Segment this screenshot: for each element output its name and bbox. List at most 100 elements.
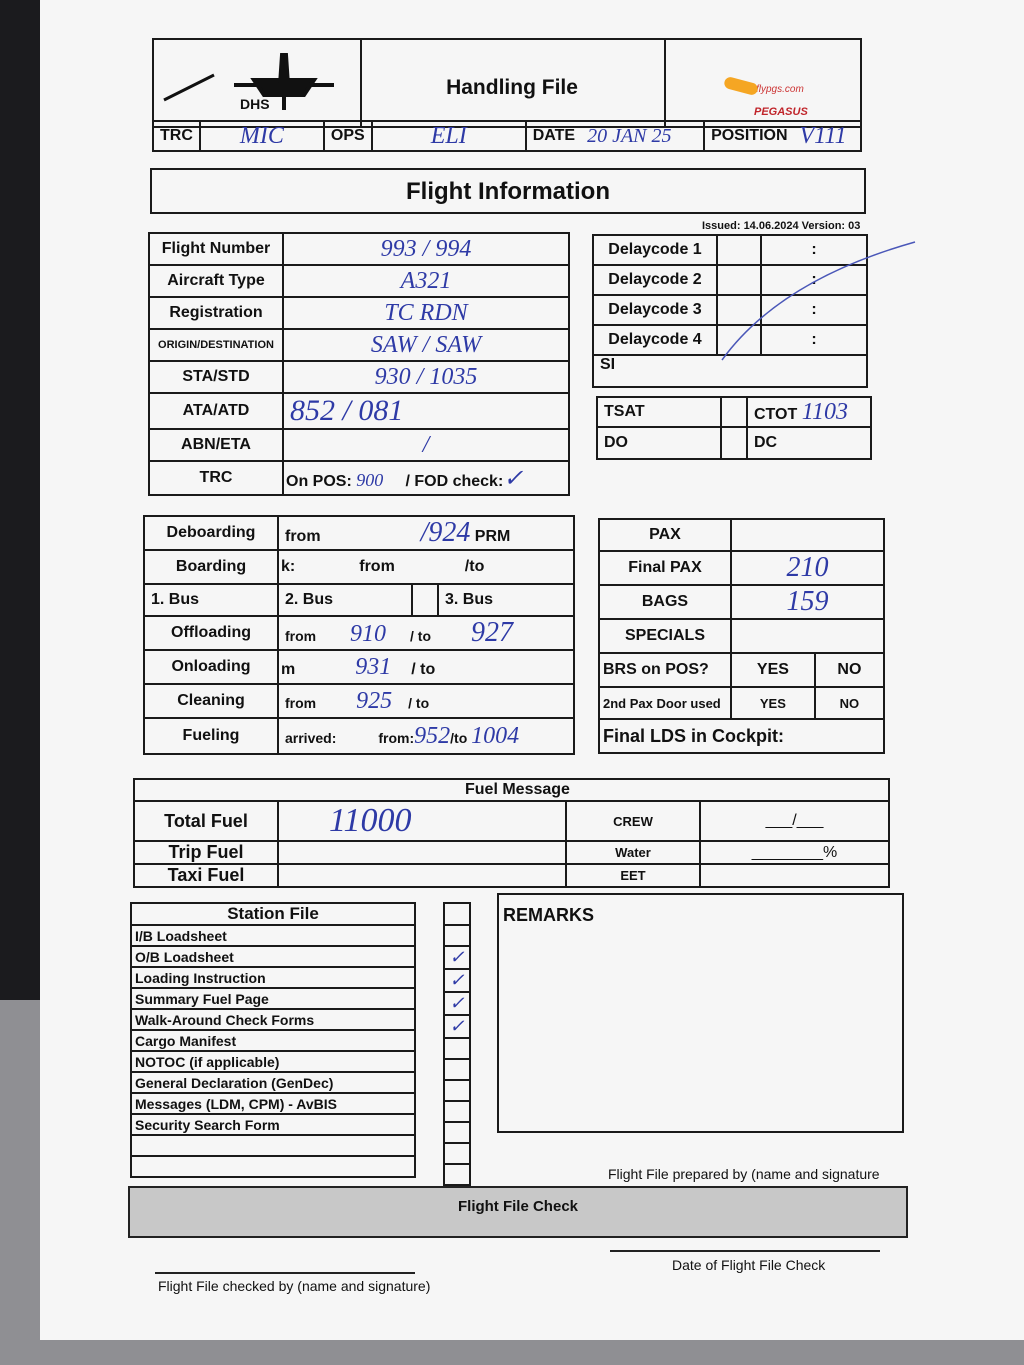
station-item-label: Walk-Around Check Forms [130,1008,416,1031]
trc-value: MIC [198,120,325,152]
delaycode-label: Delaycode 1 [592,234,718,266]
delay-table: Delaycode 1: Delaycode 2: Delaycode 3: D… [592,234,868,388]
dhs-logo: DHS [154,40,362,126]
table-row: Delaycode 1: [592,234,868,266]
checkbox[interactable] [443,1163,471,1186]
station-file-item: Summary Fuel Page [130,987,416,1010]
delay-time: : [760,294,868,326]
row-label: ORIGIN/DESTINATION [148,328,284,362]
station-item-label [130,1155,416,1178]
from-label: from [285,694,317,711]
taxi-fuel-label: Taxi Fuel [133,863,279,888]
ops-label: OPS [322,120,373,152]
bags-value: 159 [730,584,885,620]
delay-time: : [760,234,868,266]
bus3-label: 3. Bus [437,583,575,617]
delaycode-label: Delaycode 2 [592,264,718,296]
flight-file-check-bar: Flight File Check [128,1186,908,1238]
station-file-item [130,1134,416,1157]
checkbox[interactable]: ✓ [443,991,471,1016]
station-item-label: I/B Loadsheet [130,924,416,947]
position-label: POSITION [703,120,794,152]
brs-no[interactable]: NO [813,652,886,688]
arrived-label: arrived: [285,729,337,746]
station-file-item: Cargo Manifest [130,1029,416,1052]
trip-fuel-label: Trip Fuel [133,840,279,865]
checkbox[interactable]: ✓ [443,945,471,970]
checkbox[interactable]: ✓ [443,1014,471,1039]
final-lds-label: Final LDS in Cockpit: [598,718,885,754]
airplane-icon [163,53,334,110]
delaycode-label: Delaycode 4 [592,324,718,356]
brs-yes[interactable]: YES [730,652,816,688]
checkbox[interactable] [443,1058,471,1081]
row-label: ATA/ATD [148,392,284,430]
to-label: / to [411,660,436,678]
ata-atd-value: 852 / 081 [282,392,570,430]
flight-file-check-title: Flight File Check [457,1198,578,1215]
aircraft-type-value: A321 [282,264,570,298]
station-file-item [130,1155,416,1178]
table-row: ATA/ATD 852 / 081 [148,392,570,430]
date-label: DATE [524,120,582,152]
remarks-box[interactable]: REMARKS [497,893,904,1133]
bus1-label: 1. Bus [143,583,279,617]
checkbox[interactable] [443,1121,471,1144]
ctot-label: CTOT [754,405,798,423]
pax-label: PAX [598,518,732,552]
cleaning-label: Cleaning [143,683,279,719]
ctot-value: 1103 [801,398,848,425]
row-label: TRC [148,460,284,496]
station-file-item: Walk-Around Check Forms [130,1008,416,1031]
station-item-label: Messages (LDM, CPM) - AvBIS [130,1092,416,1115]
remarks-label: REMARKS [503,905,595,925]
strike-line [721,241,916,361]
abn-eta-value: / [282,428,570,462]
row-label: Registration [148,296,284,330]
row-label: Flight Number [148,232,284,266]
on-pos-label: On POS: [286,472,352,490]
table-row: Aircraft Type A321 [148,264,570,298]
table-row: TRC On POS: 900 / FOD check:✓ [148,460,570,496]
origin-destination-value: SAW / SAW [282,328,570,362]
checkbox[interactable] [443,1142,471,1165]
station-file-title: Station File [130,902,416,926]
row-label: Aircraft Type [148,264,284,298]
crew-value: ___/___ [699,800,890,842]
tsat-label: TSAT [596,396,722,428]
on-pos-value: 900 [356,469,384,490]
door-yes[interactable]: YES [730,686,816,720]
from-label: from [285,528,321,545]
checkbox[interactable] [443,1037,471,1060]
k-label: k: [281,558,296,575]
date-of-check-label: Date of Flight File Check [672,1257,826,1273]
checkbox[interactable] [443,1079,471,1102]
tsat-table: TSAT CTOT 1103 DO DC [596,396,872,460]
pegasus-logo: flypgs.com PEGASUS [664,40,862,126]
date-value: 20 JAN 25 [581,120,706,152]
door-no[interactable]: NO [813,686,886,720]
station-file-item: I/B Loadsheet [130,924,416,947]
checkbox[interactable] [443,924,471,947]
station-file-table: Station File I/B Loadsheet O/B Loadsheet L… [130,902,416,1178]
station-item-label: Cargo Manifest [130,1029,416,1052]
crew-label: CREW [565,800,701,842]
table-row: Registration TC RDN [148,296,570,330]
ops-value: ELI [370,120,527,152]
checkbox[interactable] [443,1100,471,1123]
station-item-label: NOTOC (if applicable) [130,1050,416,1073]
flight-table: Flight Number 993 / 994 Aircraft Type A321… [148,232,570,496]
station-file-item: O/B Loadsheet [130,945,416,968]
ground-table: Deboarding from/924 PRM Boarding k: from/to… [143,515,575,755]
offloading-label: Offloading [143,615,279,651]
meta-row: TRC MIC OPS ELI DATE 20 JAN 25 POSITION … [152,120,863,152]
header-box: DHS Handling File flypgs.com PEGASUS [152,38,862,128]
deboarding-value: /924 [420,517,471,548]
eet-label: EET [565,863,701,888]
checkbox[interactable] [443,902,471,926]
deboarding-label: Deboarding [143,515,279,551]
station-file-checks: ✓ ✓ ✓ ✓ [443,902,471,1186]
checkbox[interactable]: ✓ [443,968,471,993]
offloading-from-value: 910 [350,621,387,647]
m-label: m [281,660,296,678]
